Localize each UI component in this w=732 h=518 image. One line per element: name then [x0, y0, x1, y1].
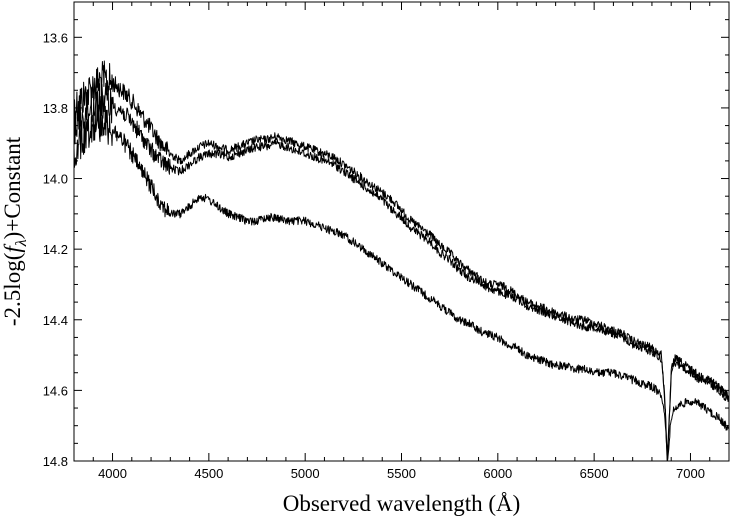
y-tick-label: 14.2 — [43, 242, 68, 257]
plot-area — [74, 60, 729, 461]
x-tick-label: 7000 — [676, 466, 705, 481]
y-tick-label: 14.4 — [43, 313, 68, 328]
y-tick-label: 13.8 — [43, 101, 68, 116]
spectrum-series-2 — [74, 82, 729, 461]
x-tick-label: 6000 — [483, 466, 512, 481]
y-tick-label: 14.0 — [43, 172, 68, 187]
axis-ticks — [73, 1, 730, 462]
x-axis-title: Observed wavelength (Å) — [283, 491, 521, 516]
spectrum-series-3 — [74, 105, 729, 461]
x-tick-label: 6500 — [580, 466, 609, 481]
x-tick-label: 5000 — [291, 466, 320, 481]
y-axis-title: -2.5log(fλ)+Constant — [0, 136, 30, 326]
y-tick-label: 14.8 — [43, 454, 68, 469]
axis-tick-labels: 4000 4500 5000 5500 6000 6500 7000 13.6 13.8 14.0… — [43, 30, 705, 481]
y-tick-label: 14.6 — [43, 383, 68, 398]
y-tick-label: 13.6 — [43, 30, 68, 45]
x-tick-label: 4000 — [98, 466, 127, 481]
spectrum-series-1 — [74, 60, 729, 461]
x-tick-label: 5500 — [387, 466, 416, 481]
x-tick-label: 4500 — [194, 466, 223, 481]
plot-frame — [73, 1, 730, 462]
